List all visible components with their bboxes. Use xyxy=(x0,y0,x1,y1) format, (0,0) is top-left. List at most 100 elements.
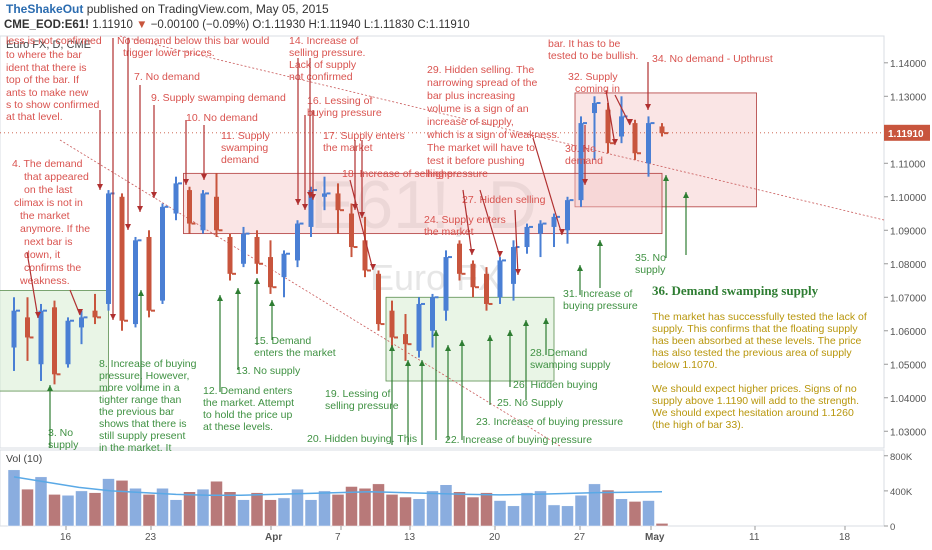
volume-ma-line xyxy=(13,476,663,497)
annotation-note-green: to hold the price up xyxy=(203,409,292,421)
annotation-note: 30. No xyxy=(565,143,596,155)
annotation-note: 10. No demand xyxy=(186,112,258,124)
watermark-name: Euro FX xyxy=(370,257,502,298)
annotation-note: 27. Hidden selling xyxy=(462,194,546,206)
volume-bar xyxy=(601,489,615,527)
annotation-note: not confirmed xyxy=(289,71,353,83)
annotation-note: 4. The demand xyxy=(12,158,83,170)
annotation-arrow xyxy=(479,189,501,258)
arrowhead-icon xyxy=(235,288,241,294)
annotation-note-green: at these levels. xyxy=(203,421,273,433)
annotation-arrow xyxy=(462,189,473,256)
price-bar-body xyxy=(511,247,516,284)
arrowhead-icon xyxy=(295,199,301,205)
annotation-note: 14. Increase of xyxy=(289,35,359,47)
publish-info: published on TradingView.com, May 05, 20… xyxy=(86,2,329,16)
price-bar-body xyxy=(268,257,273,288)
price-bar-body xyxy=(524,226,530,248)
commentary-line: The market has successfully tested the l… xyxy=(652,311,867,323)
volume-bar xyxy=(129,487,142,527)
arrowhead-icon xyxy=(627,119,633,125)
price-bar-body xyxy=(254,236,260,264)
price-bar-body xyxy=(443,257,449,311)
annotation-note: climax is not in xyxy=(14,197,83,209)
annotation-note-green: pressure. However, xyxy=(99,370,189,382)
price-bar-body xyxy=(52,307,57,375)
price-bar-body xyxy=(281,253,287,278)
annotation-note: to where the bar xyxy=(6,49,82,61)
annotation-note: 9. Supply swamping demand xyxy=(151,92,286,104)
volume-bar xyxy=(210,480,223,527)
price-bar-body xyxy=(565,200,570,231)
volume-bar xyxy=(183,491,196,527)
last-price-tag-label: 1.11910 xyxy=(888,129,924,140)
annotation-note-green: 19. Lessing of xyxy=(325,388,390,400)
time-tick-label: 16 xyxy=(60,532,72,543)
arrowhead-icon xyxy=(597,240,603,246)
annotation-note: ants to make new xyxy=(6,87,89,99)
price-bar-body xyxy=(322,193,327,197)
volume-bar xyxy=(237,499,250,527)
annotation-note: 24. Supply enters xyxy=(424,214,506,226)
price-bar-body xyxy=(538,223,543,234)
symbol: CME_EOD:E61! xyxy=(4,19,89,31)
annotation-note: swamping xyxy=(221,142,268,154)
annotation-note: selling pressure. xyxy=(289,47,365,59)
arrowhead-icon xyxy=(459,340,465,346)
annotation-note: buying pressure xyxy=(307,107,382,119)
price-bar-body xyxy=(362,240,368,271)
high-value: H:1.11940 xyxy=(308,19,361,31)
annotation-note-green: 3. No xyxy=(48,427,73,439)
annotation-note: confirms the xyxy=(24,262,81,274)
annotation-note: 16. Lessing of xyxy=(307,95,372,107)
time-tick-label: 27 xyxy=(574,532,586,543)
price-tick-label: 1.04000 xyxy=(890,394,927,405)
volume-bar xyxy=(561,505,574,527)
annotation-note: higher. xyxy=(427,168,459,180)
arrowhead-icon xyxy=(389,345,395,351)
brand-logo[interactable]: TheShakeOut xyxy=(6,2,84,16)
price-bar-body xyxy=(659,126,665,134)
volume-bar xyxy=(169,499,183,527)
price-bar-body xyxy=(214,196,219,231)
low-value: L:1.11830 xyxy=(363,19,415,31)
arrowhead-icon xyxy=(370,264,376,270)
volume-bar xyxy=(318,490,331,527)
arrowhead-icon xyxy=(254,278,260,284)
volume-bar xyxy=(426,490,439,527)
volume-bar xyxy=(385,494,399,527)
annotation-note: next bar is xyxy=(24,236,72,248)
time-tick-label: 13 xyxy=(404,532,416,543)
annotation-note-green: shows that there is xyxy=(99,418,187,430)
arrowhead-icon xyxy=(445,345,451,351)
price-bar-body xyxy=(497,260,503,298)
volume-bar xyxy=(534,490,547,527)
annotation-note: at that level. xyxy=(6,111,63,123)
arrowhead-icon xyxy=(47,385,53,391)
arrowhead-icon xyxy=(405,360,411,366)
annotation-note: Lack of supply xyxy=(289,59,357,71)
volume-bar xyxy=(615,498,628,527)
arrowhead-icon xyxy=(217,295,223,301)
price-tick-label: 1.11000 xyxy=(890,159,926,170)
annotation-note: bar. It has to be xyxy=(548,38,621,50)
annotation-note: demand xyxy=(565,155,603,167)
annotation-note: trigger lower prices. xyxy=(123,47,215,59)
annotation-note-green: 26. Hidden buying xyxy=(513,379,598,391)
commentary-line: has been absorbed at these levels. The p… xyxy=(652,335,862,347)
last-price: 1.11910 xyxy=(92,19,133,31)
volume-bar xyxy=(642,500,655,527)
price-bar-body xyxy=(295,223,300,261)
publish-header: TheShakeOut published on TradingView.com… xyxy=(6,2,329,16)
commentary-line: below 1.1070. xyxy=(652,359,717,371)
annotation-note: less is not confirmed xyxy=(6,35,102,47)
price-bar-body xyxy=(11,310,17,348)
time-tick-label: May xyxy=(645,532,665,543)
annotation-note-green: 22. Increase of buying pressure xyxy=(445,434,592,446)
arrowhead-icon xyxy=(515,269,521,275)
price-bar-body xyxy=(551,216,557,227)
volume-bar xyxy=(345,486,358,527)
arrowhead-icon xyxy=(577,265,583,271)
volume-bar xyxy=(372,483,385,527)
